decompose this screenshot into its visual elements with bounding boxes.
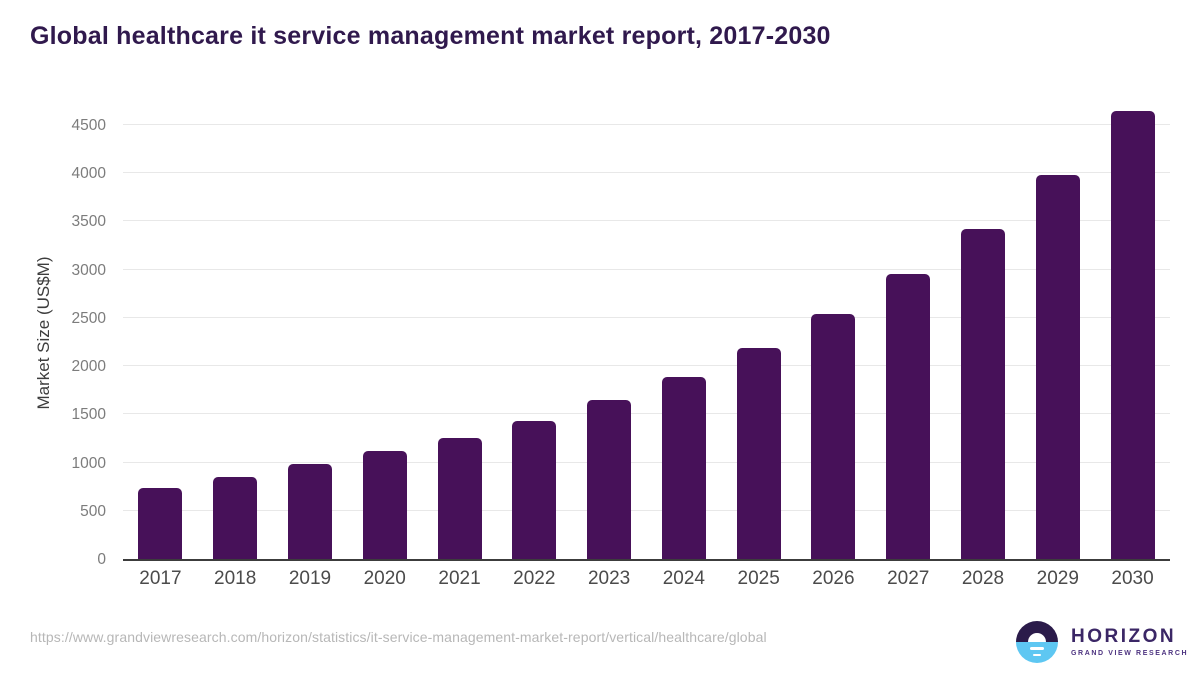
y-tick-label: 1000: [71, 454, 106, 472]
logo-reflection-line: [1033, 653, 1041, 656]
chart-title: Global healthcare it service management …: [30, 22, 831, 50]
y-tick-label: 1500: [71, 405, 106, 423]
logo-sea-half: [1016, 642, 1058, 663]
x-tick-label: 2018: [214, 568, 257, 589]
x-tick-label: 2030: [1111, 568, 1154, 589]
bar-slot: [646, 108, 721, 559]
x-tick-label: 2020: [363, 568, 406, 589]
x-tick-label: 2022: [513, 568, 556, 589]
y-tick-label: 2000: [71, 357, 106, 375]
bar-slot: [871, 108, 946, 559]
bar-2021: [437, 437, 482, 559]
logo-reflection-line: [1030, 647, 1044, 650]
bar-2019: [287, 463, 332, 559]
gridline: [123, 220, 1170, 221]
bar-slot: [946, 108, 1021, 559]
bar-slot: [1020, 108, 1095, 559]
bar-slot: [422, 108, 497, 559]
y-axis-ticks: 0 500 1000 1500 2000 2500 3000 3500 4000 4500: [0, 108, 106, 566]
x-tick-label: 2024: [662, 568, 705, 589]
x-tick-label: 2026: [812, 568, 855, 589]
bar-slot: [497, 108, 572, 559]
bar-slot: [273, 108, 348, 559]
x-tick-label: 2027: [887, 568, 930, 589]
y-tick-label: 0: [97, 550, 106, 568]
bar-2020: [362, 451, 407, 559]
plot-area: [123, 108, 1170, 561]
gridline: [123, 365, 1170, 366]
logo-subtitle: GRAND VIEW RESEARCH: [1071, 649, 1189, 657]
x-tick-label: 2029: [1036, 568, 1079, 589]
bar-2027: [886, 274, 931, 559]
horizon-logo: HORIZON GRAND VIEW RESEARCH: [1016, 621, 1188, 663]
logo-sun-dome: [1028, 633, 1046, 642]
x-tick-label: 2019: [288, 568, 332, 589]
bar-2029: [1035, 174, 1080, 559]
horizon-sun-icon: [1016, 621, 1058, 663]
x-axis-labels: 2017 2018 2019 2020 2021 2022 2023 2024 2025 2026…: [123, 568, 1170, 590]
y-tick-label: 3500: [71, 212, 106, 230]
logo-sky-half: [1016, 621, 1058, 642]
footer-source-url: https://www.grandviewresearch.com/horizo…: [30, 629, 767, 645]
x-tick-label: 2021: [438, 568, 481, 589]
bar-slot: [572, 108, 647, 559]
bar-slot: [347, 108, 422, 559]
bar-2023: [587, 400, 632, 559]
y-tick-label: 2500: [71, 309, 106, 327]
bar-series: [123, 108, 1170, 559]
y-tick-label: 4500: [71, 116, 106, 134]
gridline: [123, 413, 1170, 414]
gridline: [123, 269, 1170, 270]
gridline: [123, 317, 1170, 318]
bar-2022: [512, 420, 557, 559]
bar-2026: [811, 314, 856, 559]
logo-wordmark: HORIZON: [1071, 626, 1177, 648]
bar-slot: [796, 108, 871, 559]
x-tick-label: 2025: [737, 568, 780, 589]
x-tick-label: 2028: [961, 568, 1005, 589]
x-tick-label: 2023: [587, 568, 631, 589]
y-tick-label: 500: [80, 502, 106, 520]
bar-slot: [198, 108, 273, 559]
bar-2028: [960, 228, 1005, 559]
bar-slot: [721, 108, 796, 559]
gridline: [123, 124, 1170, 125]
y-tick-label: 3000: [71, 261, 106, 279]
x-tick-label: 2017: [139, 568, 182, 589]
bar-2017: [138, 488, 183, 559]
bar-2025: [736, 347, 781, 559]
logo-text: HORIZON GRAND VIEW RESEARCH: [1071, 626, 1189, 657]
bar-slot: [1095, 108, 1170, 559]
y-tick-label: 4000: [71, 164, 106, 182]
gridline: [123, 172, 1170, 173]
bar-2024: [661, 376, 706, 559]
bar-2030: [1110, 110, 1155, 559]
bar-slot: [123, 108, 198, 559]
bar-2018: [213, 476, 258, 559]
gridline: [123, 462, 1170, 463]
gridline: [123, 510, 1170, 511]
